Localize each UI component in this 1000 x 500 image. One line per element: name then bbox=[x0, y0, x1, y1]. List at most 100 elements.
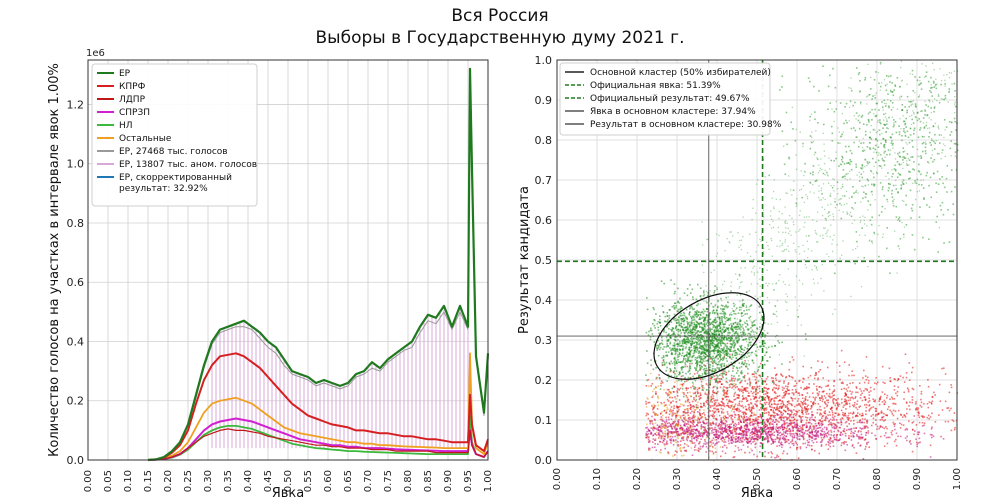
scatter-point bbox=[915, 401, 917, 403]
scatter-point bbox=[719, 356, 721, 359]
scatter-point bbox=[720, 383, 723, 385]
scatter-point bbox=[662, 348, 664, 350]
scatter-point bbox=[860, 430, 862, 433]
scatter-point bbox=[799, 416, 801, 418]
scatter-point bbox=[875, 413, 877, 416]
scatter-point bbox=[818, 426, 821, 429]
scatter-point bbox=[803, 431, 806, 434]
scatter-point bbox=[733, 349, 736, 352]
scatter-point bbox=[815, 396, 817, 399]
scatter-point bbox=[715, 362, 717, 365]
scatter-point bbox=[740, 326, 743, 328]
scatter-point bbox=[678, 302, 681, 304]
scatter-point bbox=[878, 400, 880, 403]
scatter-point bbox=[656, 408, 659, 410]
scatter-point bbox=[671, 334, 673, 336]
scatter-point bbox=[758, 422, 761, 424]
scatter-point bbox=[738, 323, 741, 325]
scatter-point bbox=[832, 401, 835, 404]
scatter-point bbox=[672, 409, 674, 412]
scatter-point bbox=[692, 383, 695, 385]
scatter-point bbox=[781, 446, 783, 449]
scatter-point bbox=[731, 438, 734, 441]
scatter-point bbox=[846, 390, 849, 392]
scatter-point bbox=[784, 431, 787, 434]
scatter-point bbox=[740, 421, 742, 423]
scatter-point bbox=[659, 430, 662, 433]
scatter-point bbox=[891, 398, 894, 400]
scatter-point bbox=[704, 319, 707, 322]
scatter-point bbox=[696, 316, 698, 318]
scatter-point bbox=[750, 415, 753, 417]
scatter-point bbox=[696, 430, 699, 432]
scatter-point bbox=[679, 383, 682, 386]
scatter-point bbox=[846, 416, 848, 419]
scatter-point bbox=[794, 380, 797, 382]
scatter-point bbox=[776, 430, 779, 433]
scatter-point bbox=[695, 311, 697, 314]
scatter-point bbox=[729, 386, 731, 388]
scatter-point bbox=[673, 306, 675, 309]
scatter-point bbox=[672, 421, 675, 423]
scatter-point bbox=[694, 348, 697, 351]
scatter-point bbox=[721, 404, 724, 407]
scatter-point bbox=[678, 355, 680, 358]
scatter-point bbox=[708, 340, 711, 342]
scatter-point bbox=[726, 347, 728, 350]
scatter-point bbox=[785, 435, 788, 437]
scatter-point bbox=[721, 312, 723, 315]
scatter-point bbox=[687, 334, 690, 337]
scatter-point bbox=[864, 418, 866, 420]
scatter-point bbox=[667, 425, 669, 428]
scatter-point bbox=[765, 412, 768, 414]
scatter-point bbox=[726, 435, 728, 437]
scatter-point bbox=[803, 378, 805, 380]
scatter-point bbox=[715, 347, 717, 349]
scatter-point bbox=[721, 432, 724, 435]
scatter-point bbox=[652, 429, 655, 432]
scatter-point bbox=[715, 405, 718, 407]
scatter-point bbox=[646, 308, 649, 311]
scatter-point bbox=[716, 343, 719, 345]
scatter-point bbox=[724, 336, 726, 339]
scatter-point bbox=[746, 434, 748, 437]
scatter-point bbox=[701, 317, 703, 319]
scatter-point bbox=[804, 333, 807, 335]
point-cloud-3 bbox=[645, 342, 958, 461]
scatter-point bbox=[828, 411, 831, 413]
scatter-point bbox=[894, 403, 897, 405]
scatter-point bbox=[747, 417, 750, 419]
scatter-point bbox=[764, 336, 766, 338]
scatter-point bbox=[689, 307, 691, 310]
scatter-point bbox=[767, 430, 770, 433]
scatter-point bbox=[749, 434, 751, 437]
scatter-point bbox=[757, 297, 759, 300]
scatter-point bbox=[855, 406, 857, 409]
scatter-point bbox=[805, 429, 807, 432]
scatter-point bbox=[741, 390, 743, 392]
scatter-point bbox=[764, 396, 767, 399]
scatter-point bbox=[807, 408, 810, 410]
legend-label-9: результат: 32.92% bbox=[119, 184, 208, 194]
scatter-point bbox=[710, 335, 712, 338]
scatter-point bbox=[661, 427, 664, 429]
scatter-point bbox=[698, 411, 701, 414]
scatter-point bbox=[867, 401, 870, 403]
scatter-point bbox=[694, 409, 696, 411]
scatter-point bbox=[801, 435, 803, 437]
scatter-point bbox=[666, 422, 669, 425]
scatter-point bbox=[701, 366, 703, 368]
scatter-point bbox=[664, 435, 666, 438]
scatter-point bbox=[724, 392, 727, 394]
scatter-point bbox=[674, 398, 677, 400]
scatter-point bbox=[744, 333, 747, 336]
scatter-point bbox=[663, 440, 665, 442]
scatter-point bbox=[702, 327, 705, 329]
scatter-point bbox=[732, 383, 734, 386]
scatter-point bbox=[661, 411, 663, 413]
scatter-point bbox=[750, 341, 752, 343]
scatter-point bbox=[750, 406, 753, 409]
scatter-point bbox=[708, 386, 711, 389]
scatter-point bbox=[683, 312, 686, 315]
scatter-point bbox=[931, 396, 934, 398]
